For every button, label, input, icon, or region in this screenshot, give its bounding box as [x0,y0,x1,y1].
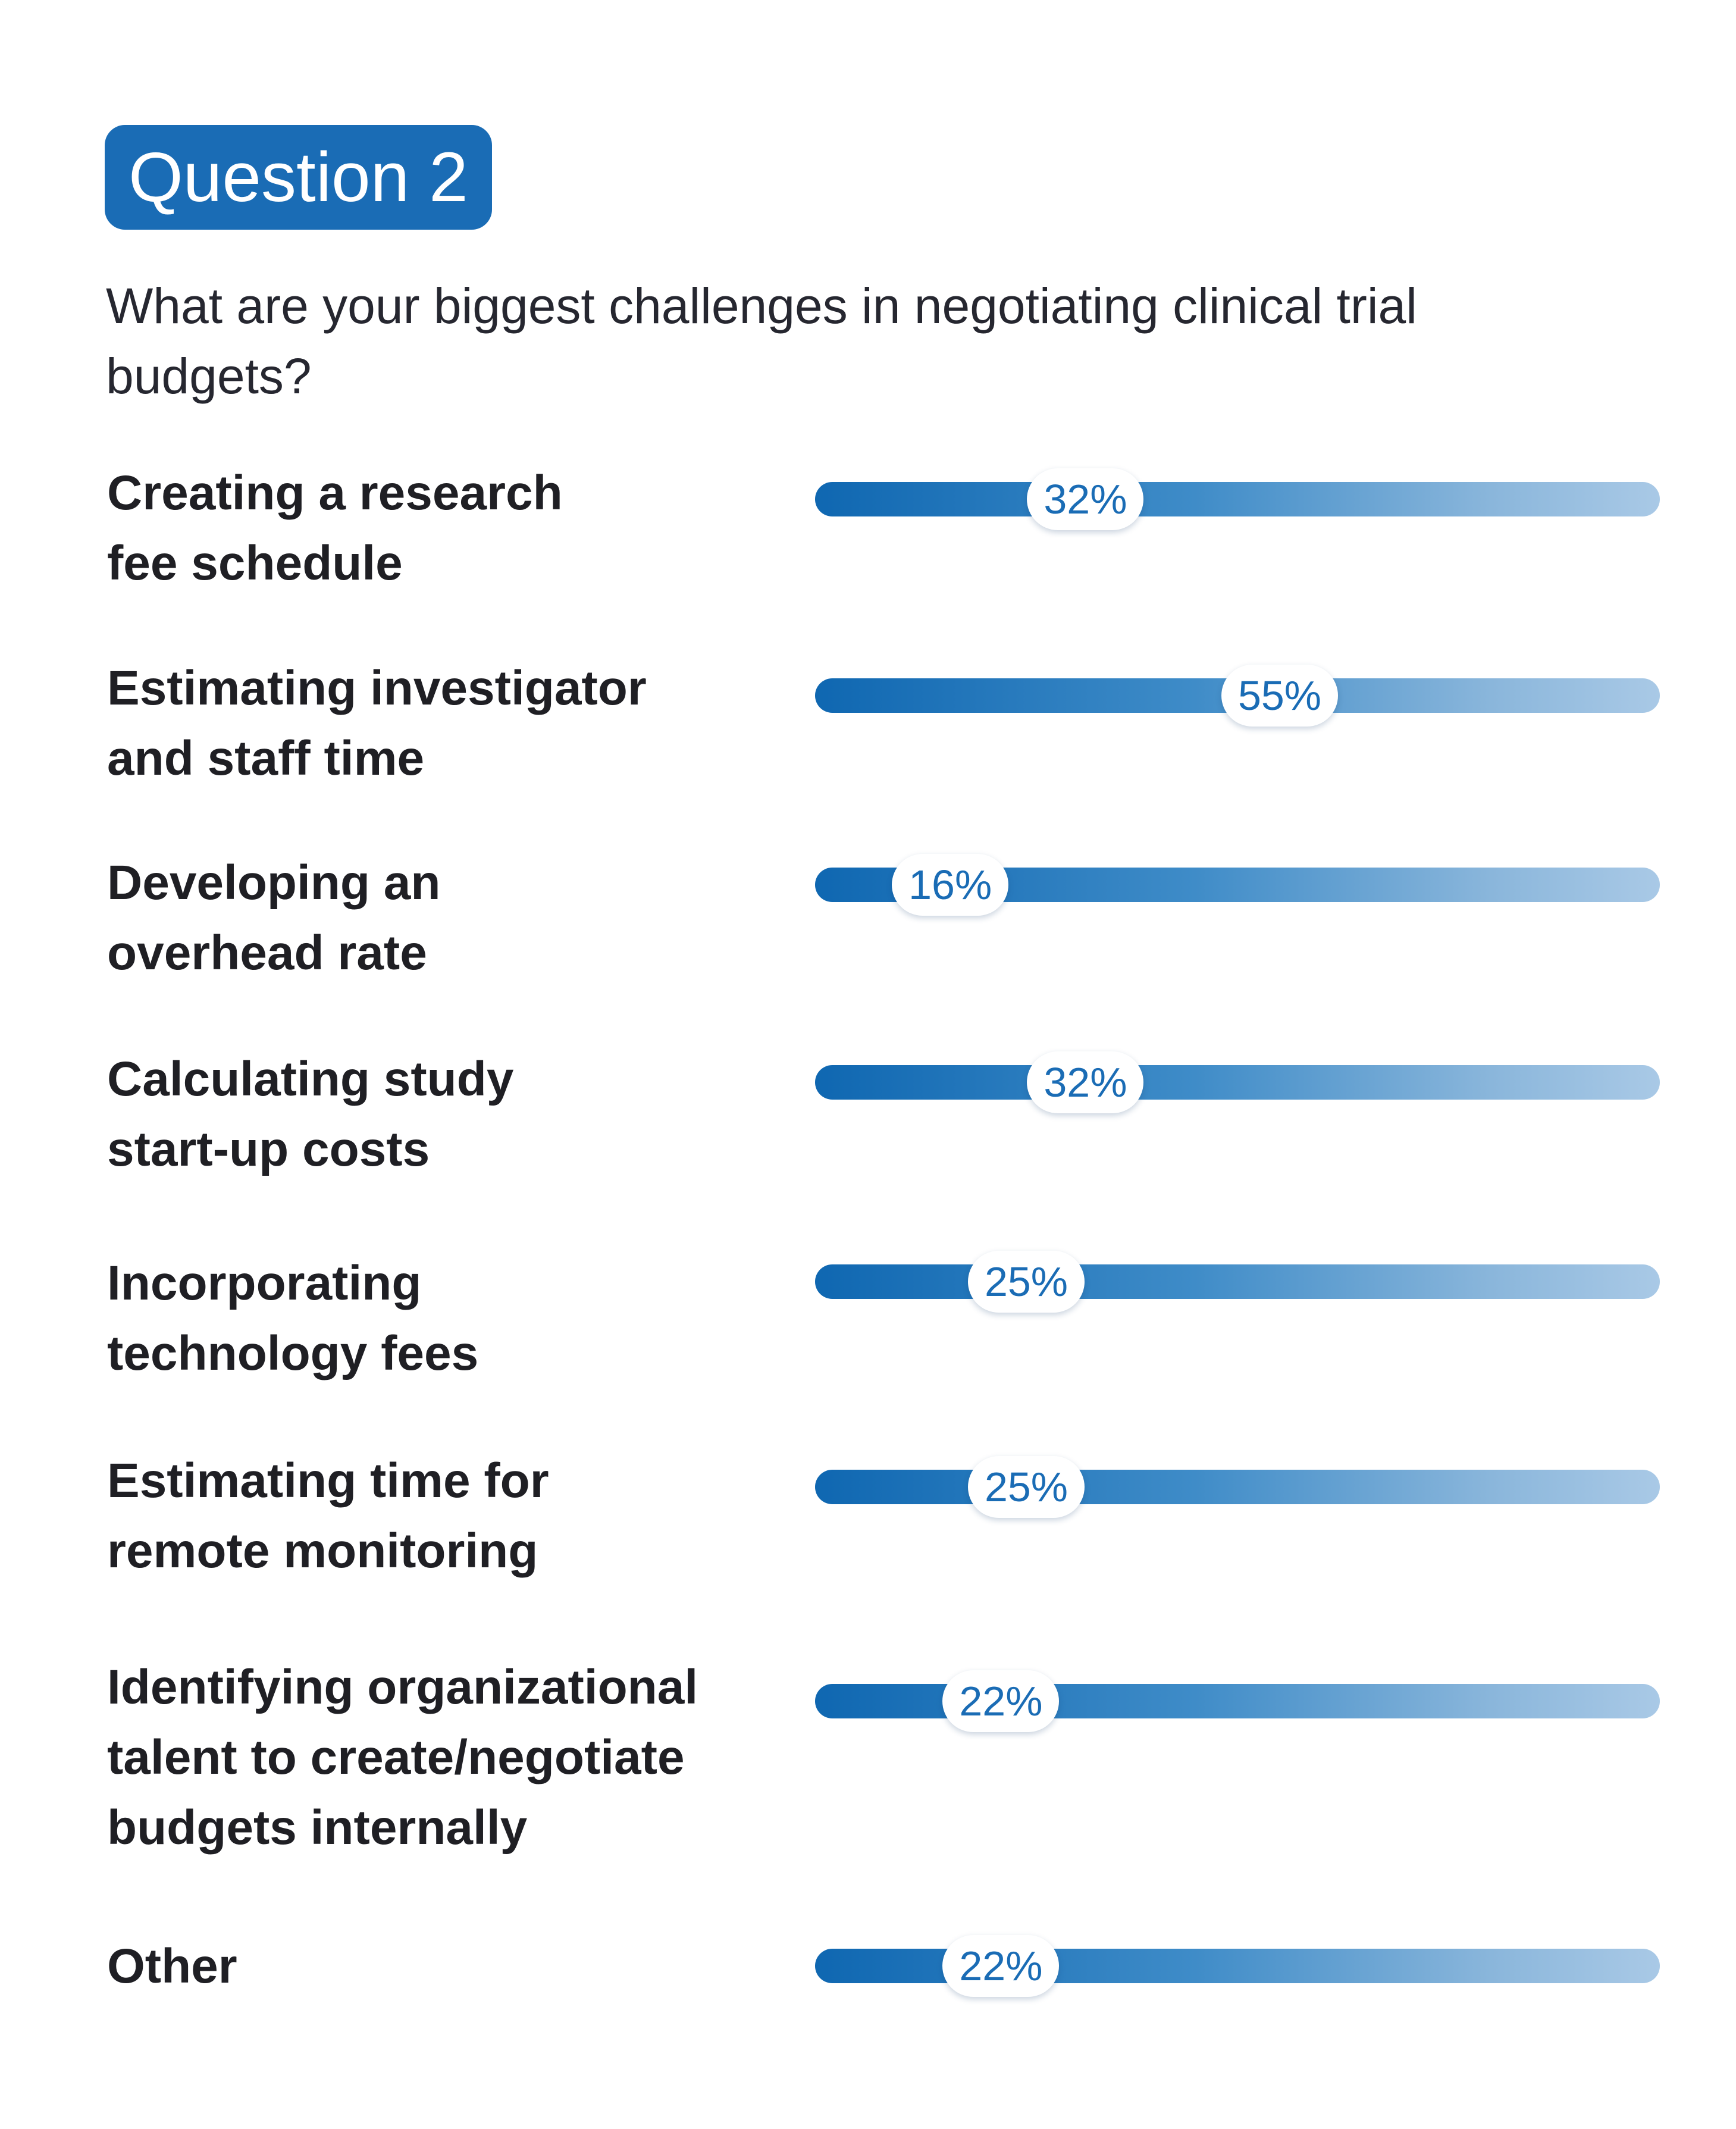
question-text: What are your biggest challenges in nego… [106,278,1417,404]
category-label: Estimating investigator and staff time [107,661,647,785]
category-label: Creating a research fee schedule [107,466,563,590]
value-label: 32% [1027,468,1144,530]
value-label: 32% [1027,1051,1144,1113]
category-label: Other [107,1939,237,1993]
value-label: 25% [968,1456,1085,1518]
category-label: Incorporating technology fees [107,1256,479,1380]
value-label: 55% [1221,665,1338,727]
bar-track: 22% [815,1670,1660,1732]
question-badge: Question 2 [105,125,492,230]
bar-track: 32% [815,468,1660,530]
value-label: 22% [942,1935,1060,1997]
value-label: 16% [892,854,1009,916]
value-label: 22% [942,1670,1060,1732]
bar-track: 22% [815,1935,1660,1997]
bar-track: 25% [815,1456,1660,1518]
bar-track: 32% [815,1051,1660,1113]
bar-track: 16% [815,854,1660,916]
bar-track: 55% [815,665,1660,727]
category-label: Calculating study start-up costs [107,1052,514,1176]
category-label: Estimating time for remote monitoring [107,1454,549,1578]
value-label: 25% [968,1251,1085,1313]
category-label: Developing an overhead rate [107,856,441,980]
bar-track: 25% [815,1251,1660,1313]
category-label: Identifying organizational talent to cre… [107,1660,698,1855]
